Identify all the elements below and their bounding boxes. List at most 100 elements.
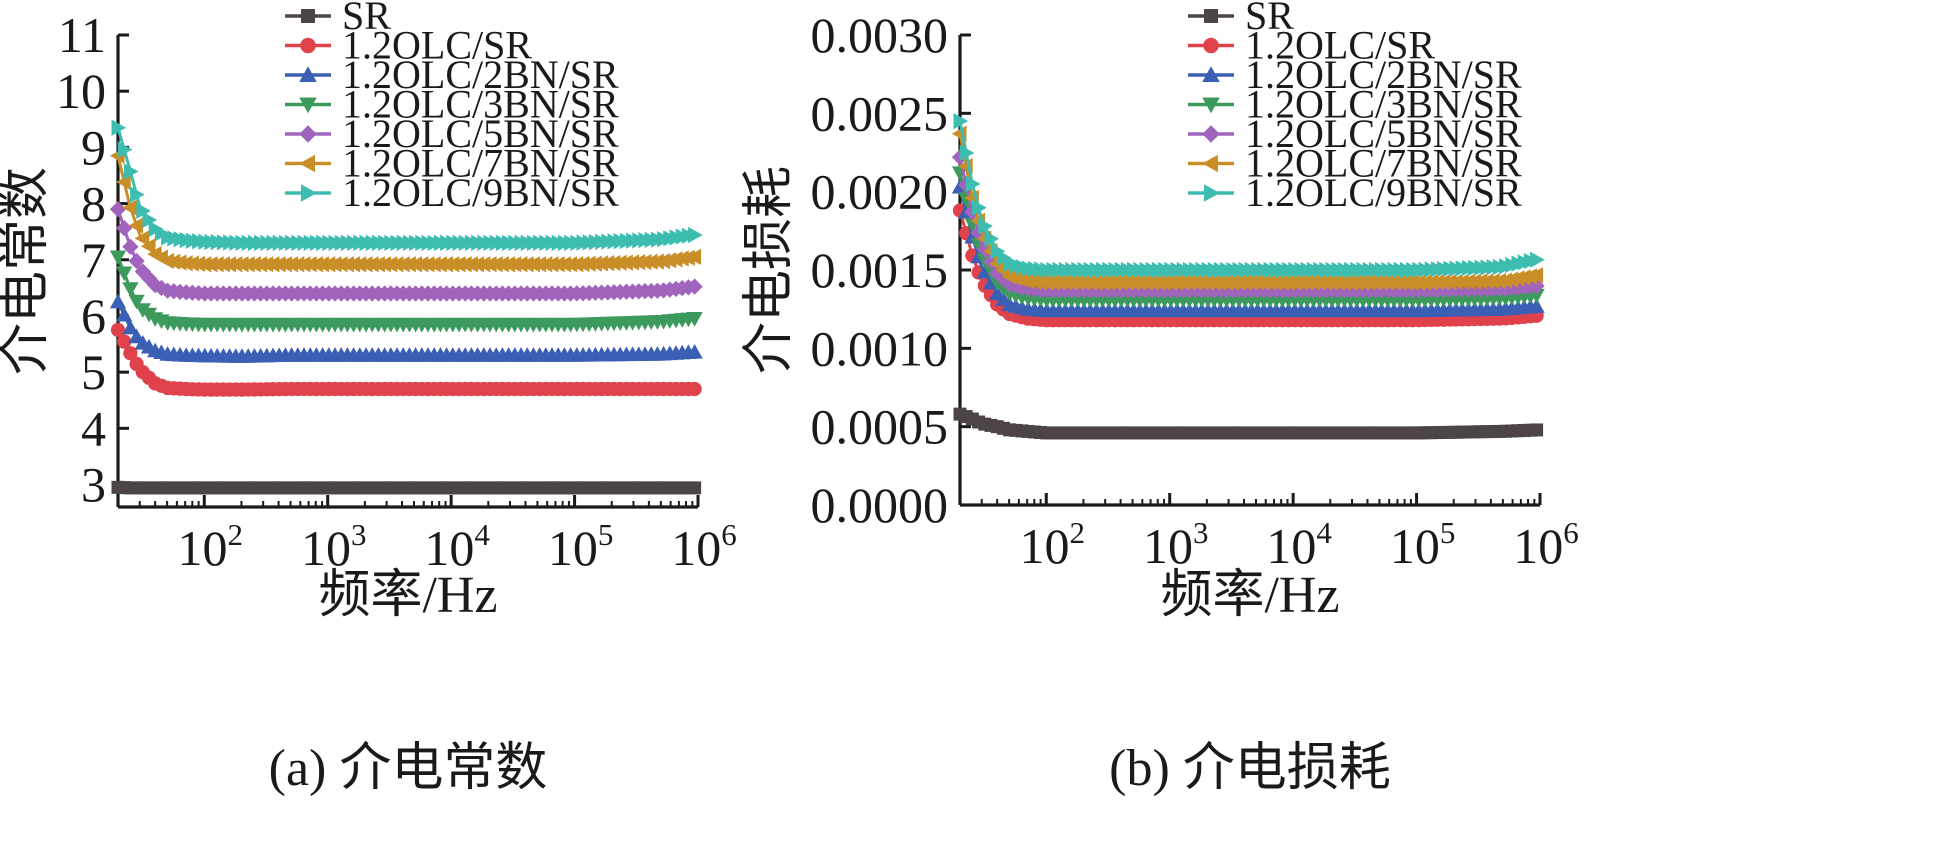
y-tick-label: 0.0020 (811, 164, 949, 220)
panel-caption: (b) 介电损耗 (1109, 740, 1391, 797)
legend-label: 1.2OLC/9BN/SR (342, 170, 619, 215)
legend-marker (299, 66, 317, 82)
x-tick-base: 10 (301, 520, 351, 576)
y-tick-label: 3 (81, 457, 106, 513)
legend-label: SR (342, 0, 391, 38)
x-tick-exponent: 3 (1193, 515, 1209, 550)
data-point (116, 266, 133, 282)
legend-marker (1202, 154, 1218, 173)
x-tick-exponent: 5 (598, 517, 614, 552)
legend-marker (1202, 125, 1220, 143)
series-1-2olc-9bn-sr (953, 113, 1545, 279)
data-point (123, 163, 139, 180)
data-point (111, 119, 127, 136)
series-sr (111, 480, 702, 495)
series-1-2olc-9bn-sr (111, 119, 703, 252)
data-point (116, 219, 133, 237)
x-tick-base: 10 (178, 520, 228, 576)
data-point (110, 322, 126, 338)
data-point (159, 252, 175, 270)
data-point (171, 254, 187, 271)
data-point (134, 230, 150, 247)
y-tick-label: 9 (81, 119, 106, 175)
data-point (1528, 298, 1545, 313)
data-point (165, 253, 181, 270)
data-point (686, 278, 703, 295)
series-1-2olc-7bn-sr (951, 125, 1544, 291)
x-tick-label: 104 (1266, 515, 1332, 574)
x-tick-exponent: 6 (721, 517, 737, 552)
y-tick-label: 10 (56, 63, 106, 119)
x-tick-base: 10 (1513, 518, 1563, 574)
data-point (686, 343, 703, 359)
x-tick-label: 102 (1020, 515, 1086, 574)
data-point (122, 238, 139, 255)
x-tick-exponent: 4 (1316, 515, 1332, 550)
legend-marker (1202, 97, 1220, 114)
x-tick-exponent: 3 (351, 517, 367, 552)
data-point (123, 346, 138, 361)
x-tick-label: 104 (424, 517, 490, 576)
x-tick-exponent: 2 (228, 517, 244, 552)
data-point (109, 201, 127, 218)
data-point (122, 282, 139, 297)
data-point (122, 199, 137, 216)
x-tick-label: 106 (1513, 515, 1579, 574)
x-tick-label: 102 (178, 517, 244, 576)
data-point (959, 144, 975, 161)
data-point (116, 306, 133, 322)
data-point (128, 252, 145, 270)
data-point (686, 312, 703, 327)
y-tick-label: 0.0005 (811, 399, 949, 455)
series-1-2olc-sr (952, 203, 1544, 328)
data-point (117, 334, 132, 349)
legend: SR1.2OLC/SR1.2OLC/2BN/SR1.2OLC/3BN/SR1.2… (285, 0, 619, 215)
x-tick-base: 10 (548, 520, 598, 576)
data-point (117, 141, 133, 158)
data-point (965, 175, 981, 193)
legend: SR1.2OLC/SR1.2OLC/2BN/SR1.2OLC/3BN/SR1.2… (1188, 0, 1522, 215)
data-point (687, 381, 702, 397)
legend-marker (1203, 37, 1219, 54)
panel-dielectric-loss: 0.0000 0.0005 0.0010 0.0015 0.0020 0.0025 0.00… (741, 0, 1579, 797)
legend-label: 1.2OLC/9BN/SR (1245, 170, 1522, 215)
data-point (1516, 269, 1531, 286)
x-tick-base: 10 (424, 520, 474, 576)
data-point (128, 217, 144, 234)
legend-marker (301, 184, 317, 202)
legend-marker (1204, 184, 1220, 202)
y-axis-title: 介电损耗 (741, 166, 798, 374)
data-point (978, 217, 993, 235)
legend-marker (299, 97, 317, 114)
y-tick-label: 0.0025 (811, 85, 949, 141)
series-1-2olc-3bn-sr (109, 250, 703, 333)
x-tick-base: 10 (1266, 518, 1316, 574)
x-tick-label: 105 (1390, 515, 1456, 574)
data-point (116, 173, 131, 191)
x-axis-title: 频率/Hz (318, 567, 497, 624)
legend-label: 1.2OLC/5BN/SR (342, 111, 619, 156)
data-point (122, 319, 139, 335)
y-tick-label: 5 (81, 344, 106, 400)
data-point (686, 248, 702, 265)
data-point (142, 211, 158, 229)
data-point (984, 230, 1000, 247)
data-point (667, 251, 683, 268)
legend-marker (299, 125, 317, 143)
data-point (109, 293, 127, 309)
y-tick-label: 0.0015 (811, 242, 949, 298)
legend-label: 1.2OLC/7BN/SR (1245, 141, 1522, 186)
x-axis-title: 频率/Hz (1160, 567, 1339, 624)
legend-label: 1.2OLC/5BN/SR (1245, 111, 1522, 156)
x-tick-base: 10 (1143, 518, 1193, 574)
y-tick-label: 11 (58, 7, 106, 63)
x-tick-label: 106 (671, 517, 737, 576)
legend-label: SR (1245, 0, 1294, 38)
legend-label: 1.2OLC/7BN/SR (342, 141, 619, 186)
data-point (1503, 271, 1519, 288)
y-tick-label: 0.0000 (811, 477, 949, 533)
legend-marker (1204, 9, 1218, 23)
y-axis-title: 介电常数 (0, 167, 54, 375)
legend-marker (301, 9, 315, 23)
